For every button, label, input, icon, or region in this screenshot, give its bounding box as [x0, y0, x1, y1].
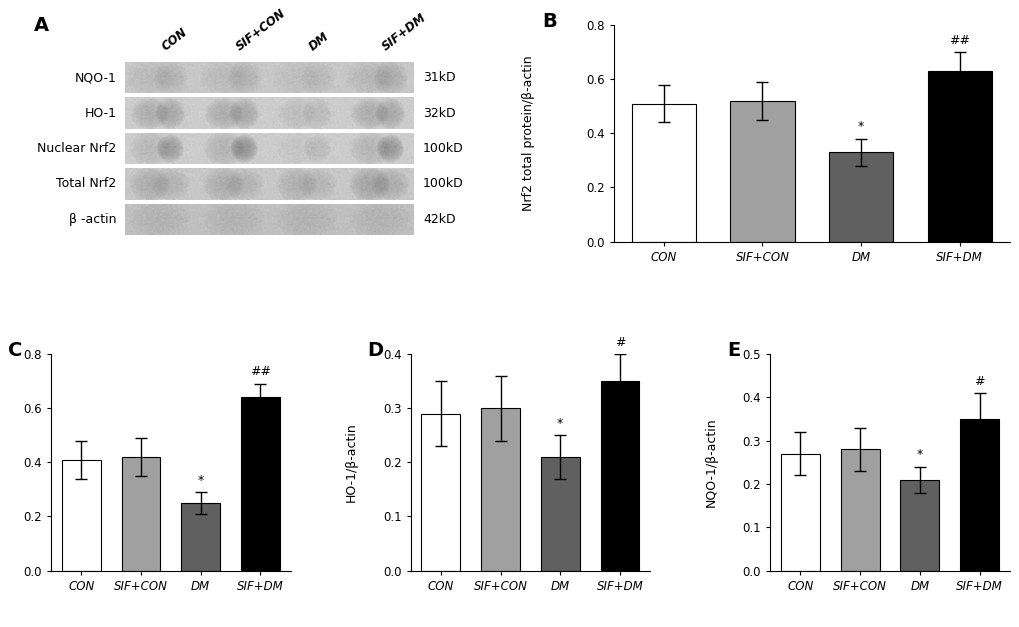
- Text: D: D: [367, 341, 383, 360]
- Bar: [421, 414, 460, 571]
- Text: 100kD: 100kD: [423, 142, 464, 155]
- Text: SIF+DM: SIF+DM: [379, 11, 429, 53]
- Bar: [121, 457, 160, 571]
- Text: HO-1: HO-1: [85, 107, 116, 120]
- Text: B: B: [542, 12, 556, 31]
- Bar: [959, 419, 998, 571]
- Bar: [481, 408, 520, 571]
- Bar: [62, 460, 101, 571]
- Text: A: A: [34, 16, 49, 35]
- Text: *: *: [198, 473, 204, 487]
- Text: SIF+CON: SIF+CON: [233, 6, 287, 53]
- Text: ##: ##: [949, 34, 969, 47]
- Bar: [125, 62, 414, 93]
- Text: 100kD: 100kD: [423, 177, 464, 191]
- Bar: [125, 168, 414, 199]
- Bar: [730, 101, 794, 241]
- Text: CON: CON: [160, 26, 191, 53]
- Y-axis label: HO-1/β-actin: HO-1/β-actin: [344, 423, 358, 502]
- Text: Total Nrf2: Total Nrf2: [56, 177, 116, 191]
- Y-axis label: Nrf2 total protein/β-actin: Nrf2 total protein/β-actin: [521, 56, 534, 211]
- Bar: [781, 454, 819, 571]
- Text: Nuclear Nrf2: Nuclear Nrf2: [38, 142, 116, 155]
- Text: ##: ##: [250, 366, 271, 379]
- Bar: [828, 152, 893, 241]
- Text: 31kD: 31kD: [423, 71, 455, 84]
- Bar: [240, 398, 279, 571]
- Text: β -actin: β -actin: [69, 213, 116, 226]
- Text: #: #: [973, 375, 983, 387]
- Bar: [631, 103, 695, 241]
- Y-axis label: NQO-1/β-actin: NQO-1/β-actin: [704, 418, 716, 507]
- Text: 32kD: 32kD: [423, 107, 455, 120]
- Text: NQO-1: NQO-1: [74, 71, 116, 84]
- Text: *: *: [916, 448, 922, 461]
- Text: *: *: [857, 120, 863, 134]
- Text: DM: DM: [307, 29, 331, 53]
- Bar: [600, 381, 639, 571]
- Bar: [125, 204, 414, 235]
- Bar: [181, 503, 220, 571]
- Bar: [125, 133, 414, 164]
- Text: 42kD: 42kD: [423, 213, 455, 226]
- Text: #: #: [614, 335, 625, 349]
- Text: *: *: [556, 417, 562, 430]
- Text: C: C: [8, 341, 22, 360]
- Bar: [540, 457, 579, 571]
- Bar: [125, 97, 414, 129]
- Bar: [900, 480, 938, 571]
- Bar: [926, 71, 990, 241]
- Text: E: E: [727, 341, 740, 360]
- Bar: [840, 450, 878, 571]
